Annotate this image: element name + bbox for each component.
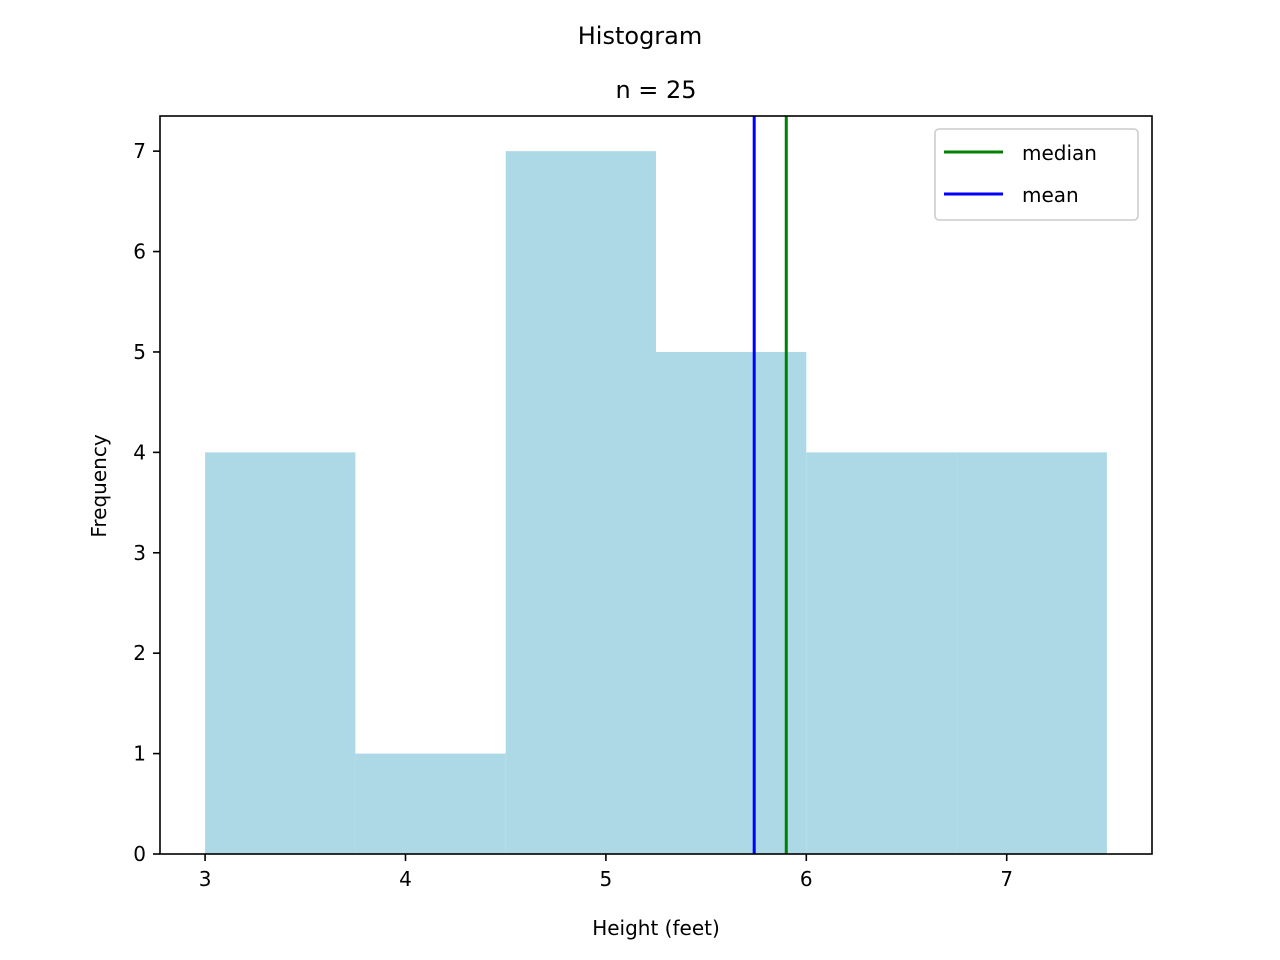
x-tick-label: 4 [399, 867, 412, 891]
y-tick-label: 5 [133, 340, 146, 364]
y-tick-label: 3 [133, 541, 146, 565]
histogram-bar-4 [806, 452, 957, 854]
histogram-bar-0 [205, 452, 356, 854]
y-tick-label: 6 [133, 240, 146, 264]
histogram-bar-5 [956, 452, 1107, 854]
y-tick-label: 2 [133, 641, 146, 665]
legend-median-label: median [1022, 141, 1097, 165]
y-tick-label: 7 [133, 139, 146, 163]
y-tick-label: 4 [133, 440, 146, 464]
chart-subtitle: n = 25 [615, 76, 696, 104]
reference-lines [752, 116, 788, 854]
x-axis-label: Height (feet) [592, 916, 720, 940]
y-tick-label: 1 [133, 742, 146, 766]
y-axis-label: Frequency [87, 434, 111, 537]
x-axis-ticks: 3 4 5 6 7 [199, 854, 1013, 891]
x-tick-label: 6 [800, 867, 813, 891]
bars [205, 151, 1107, 855]
plot-frame [159, 115, 1153, 855]
x-tick-label: 5 [600, 867, 613, 891]
x-tick-label: 7 [1000, 867, 1013, 891]
histogram-bar-1 [355, 753, 506, 854]
histogram-bar-2 [505, 151, 656, 855]
y-tick-label: 0 [133, 842, 146, 866]
histogram-bar-3 [656, 351, 807, 854]
legend-mean-label: mean [1022, 183, 1079, 207]
x-tick-label: 3 [199, 867, 212, 891]
y-axis-ticks: 0 1 2 3 4 5 6 7 [133, 139, 160, 866]
legend: median mean [934, 128, 1139, 221]
chart-title: Histogram [578, 22, 703, 50]
